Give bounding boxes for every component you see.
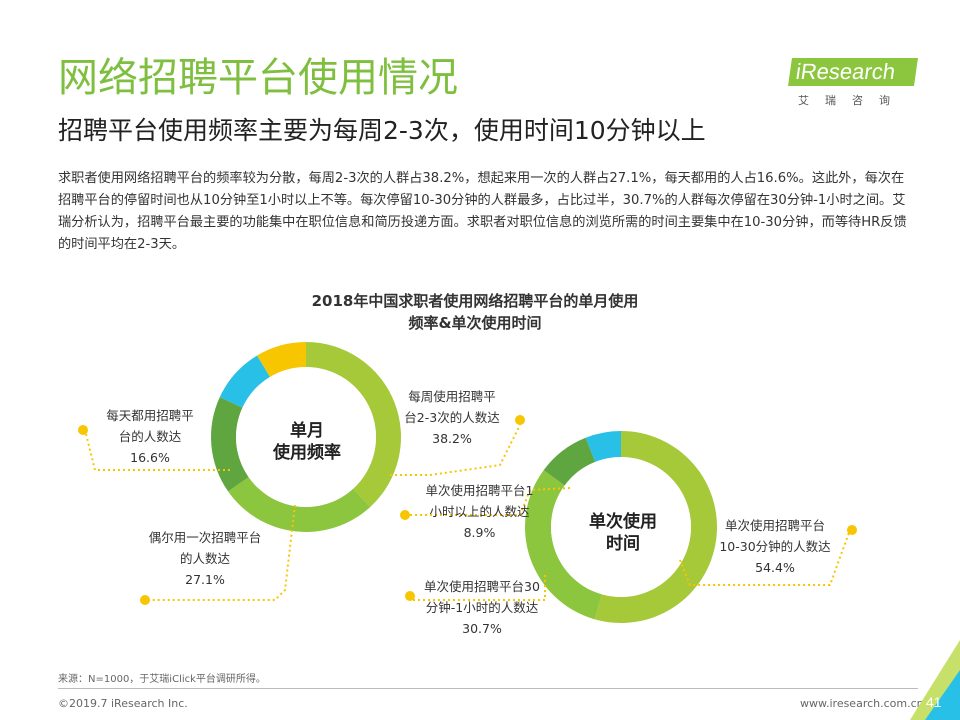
annotation-30-60-line-1: 单次使用招聘平台30: [424, 579, 540, 594]
donut1-slice-0: [306, 342, 401, 508]
annotation-10-30-line-1: 单次使用招聘平台: [724, 518, 825, 533]
annotation-occasional-line-1: 偶尔用一次招聘平台: [148, 530, 262, 545]
donut1-slice-1: [228, 477, 371, 533]
annotation-30-60-line-2: 分钟-1小时的人数达: [425, 600, 539, 615]
corner-dark-triangle: [925, 670, 960, 720]
donut2-center-line-1: 单次使用: [589, 512, 657, 532]
annotation-10-30-value: 54.4%: [755, 560, 795, 575]
annotation-weekly: 每周使用招聘平 台2-3次的人数达 38.2%: [392, 386, 512, 449]
donut1-slice-4: [257, 342, 306, 377]
dot-occasional: [140, 595, 150, 605]
donut2-center-line-2: 时间: [606, 534, 640, 554]
page-subtitle: 招聘平台使用频率主要为每周2-3次，使用时间10分钟以上: [58, 116, 706, 145]
corner-decoration: [910, 640, 960, 720]
donut1-center-line-1: 单月: [290, 421, 324, 441]
iresearch-logo: iResearch 艾瑞咨询: [788, 52, 920, 108]
donut1-slice-3: [219, 355, 270, 408]
donut-chart-frequency: [211, 342, 401, 533]
website-link[interactable]: www.iresearch.com.cn: [800, 697, 924, 710]
leader-line-daily: [84, 429, 230, 471]
annotation-daily-line-1: 每天都用招聘平: [106, 408, 194, 423]
annotation-weekly-line-1: 每周使用招聘平: [408, 389, 496, 404]
chart-title-line-2: 频率&单次使用时间: [408, 314, 542, 332]
annotation-over-1h-value: 8.9%: [463, 525, 496, 540]
leader-line-30-60: [410, 575, 546, 601]
leader-line-weekly: [390, 424, 521, 476]
donut1-hole: [236, 367, 376, 507]
annotation-weekly-value: 38.2%: [432, 431, 472, 446]
leader-line-over-1h: [405, 487, 571, 516]
dot-over-1h: [400, 510, 410, 520]
annotation-occasional-value: 27.1%: [185, 572, 225, 587]
annotation-dots: [78, 415, 857, 605]
donut2-center-label: 单次使用 时间: [578, 511, 668, 555]
donut2-slice-3: [585, 431, 621, 462]
dot-10-30: [847, 525, 857, 535]
page-number: 41: [926, 694, 942, 710]
annotation-over-1h-line-1: 单次使用招聘平台1: [425, 483, 534, 498]
annotation-10-30-line-2: 10-30分钟的人数达: [719, 539, 831, 554]
donut2-slice-2: [543, 437, 596, 486]
donut2-slice-1: [525, 470, 602, 620]
donut2-hole: [551, 457, 691, 597]
page-title: 网络招聘平台使用情况: [58, 55, 458, 101]
chart-title-line-1: 2018年中国求职者使用网络招聘平台的单月使用: [311, 292, 639, 310]
dot-weekly: [515, 415, 525, 425]
annotation-daily: 每天都用招聘平 台的人数达 16.6%: [95, 405, 205, 468]
annotation-10-30: 单次使用招聘平台 10-30分钟的人数达 54.4%: [710, 515, 840, 578]
dot-30-60: [405, 591, 415, 601]
leader-lines: [84, 424, 851, 601]
dot-daily: [78, 425, 88, 435]
description-paragraph: 求职者使用网络招聘平台的频率较为分散，每周2-3次的人群占38.2%，想起来用一…: [58, 171, 907, 252]
donut1-slice-2: [211, 397, 249, 492]
footer-divider: [58, 688, 918, 689]
donut1-center-line-2: 使用频率: [273, 443, 341, 463]
leader-line-10-30: [679, 529, 851, 586]
logo-chinese-text: 艾瑞咨询: [798, 94, 906, 107]
annotation-weekly-line-2: 台2-3次的人数达: [404, 410, 500, 425]
annotation-occasional: 偶尔用一次招聘平台 的人数达 27.1%: [135, 527, 275, 590]
annotation-daily-line-2: 台的人数达: [118, 429, 182, 444]
annotation-30-60: 单次使用招聘平台30 分钟-1小时的人数达 30.7%: [412, 576, 552, 639]
annotation-daily-value: 16.6%: [130, 450, 170, 465]
source-note: 来源：N=1000，于艾瑞iClick平台调研所得。: [58, 674, 266, 685]
copyright-text: ©2019.7 iResearch Inc.: [58, 697, 188, 710]
annotation-over-1h: 单次使用招聘平台1 小时以上的人数达 8.9%: [412, 480, 547, 543]
chart-title: 2018年中国求职者使用网络招聘平台的单月使用 频率&单次使用时间: [240, 290, 710, 334]
annotation-occasional-line-2: 的人数达: [179, 551, 230, 566]
annotation-over-1h-line-2: 小时以上的人数达: [429, 504, 530, 519]
annotation-30-60-value: 30.7%: [462, 621, 502, 636]
donut1-center-label: 单月 使用频率: [262, 420, 352, 464]
